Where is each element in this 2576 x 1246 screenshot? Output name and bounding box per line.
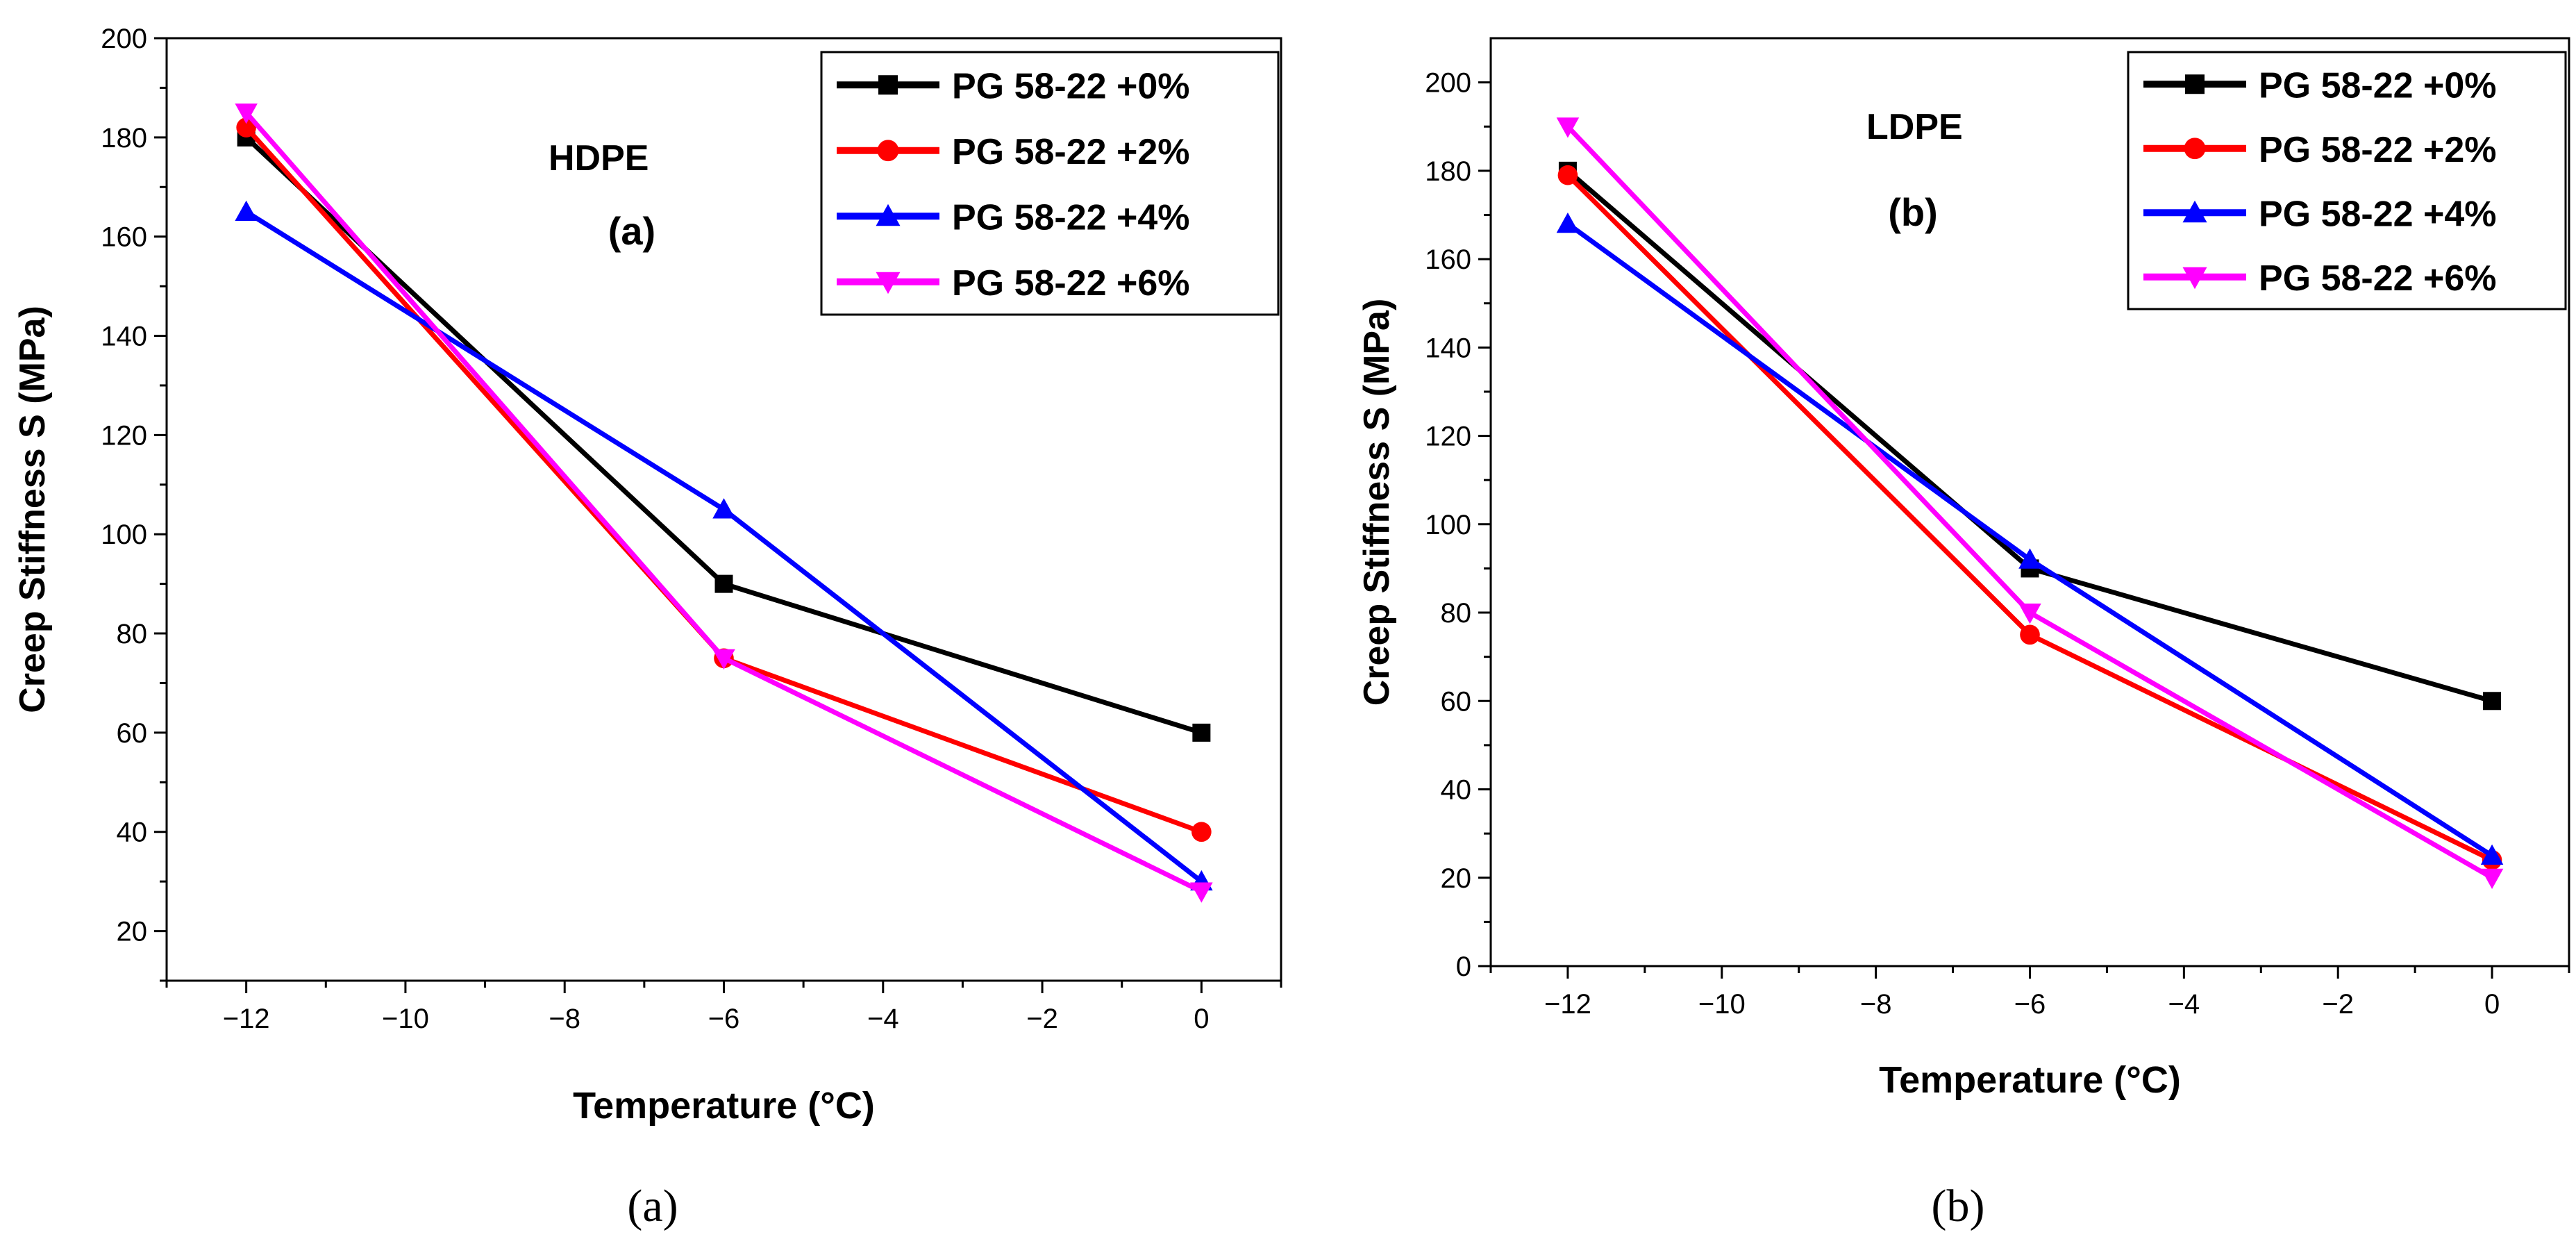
data-point xyxy=(1557,165,1578,185)
data-point xyxy=(236,117,256,138)
legend-swatch-marker xyxy=(877,140,899,162)
legend-swatch-marker xyxy=(876,272,901,294)
x-tick-label: −8 xyxy=(549,1004,580,1034)
figure-caption: (b) xyxy=(1932,1181,1985,1231)
data-point xyxy=(2018,548,2041,569)
x-tick-label: −2 xyxy=(2322,989,2354,1020)
x-tick-label: 0 xyxy=(1194,1004,1209,1034)
y-tick-label: 200 xyxy=(1425,68,1471,99)
y-tick-label: 20 xyxy=(1441,863,1472,894)
x-tick-label: −10 xyxy=(382,1004,429,1034)
x-tick-label: −2 xyxy=(1026,1004,1058,1034)
x-tick-label: −6 xyxy=(708,1004,740,1034)
legend-entry: PG 58-22 +6% xyxy=(2259,258,2497,299)
series-line xyxy=(1566,222,2493,858)
x-tick-label: −8 xyxy=(1860,989,1892,1020)
y-tick-label: 40 xyxy=(1441,775,1472,806)
y-tick-label: 140 xyxy=(101,322,147,352)
data-point xyxy=(2480,844,2504,865)
y-tick-label: 160 xyxy=(1425,244,1471,275)
y-tick-label: 80 xyxy=(1441,598,1472,629)
panel-label: (b) xyxy=(1888,190,1938,234)
x-axis-label: Temperature (°C) xyxy=(1879,1059,2181,1101)
data-point xyxy=(1192,723,1211,742)
panel-label: (a) xyxy=(608,209,655,253)
x-tick-label: −10 xyxy=(1698,989,1746,1020)
legend-swatch-marker xyxy=(878,75,898,95)
y-tick-label: 20 xyxy=(117,917,148,947)
legend-swatch-marker xyxy=(2182,200,2207,223)
legend-swatch-marker xyxy=(876,203,901,226)
legend-entry: PG 58-22 +2% xyxy=(2259,130,2497,170)
y-tick-label: 100 xyxy=(1425,510,1471,540)
y-axis-label: Creep Stiffness S (MPa) xyxy=(1357,299,1397,706)
data-point xyxy=(1190,882,1213,903)
x-tick-label: −12 xyxy=(1544,989,1591,1020)
legend-entry: PG 58-22 +4% xyxy=(952,197,1190,238)
data-point xyxy=(2020,624,2040,645)
x-tick-label: −6 xyxy=(2014,989,2046,1020)
y-tick-label: 0 xyxy=(1456,952,1471,982)
x-tick-label: −4 xyxy=(2168,989,2200,1020)
legend-swatch-marker xyxy=(2182,267,2207,290)
legend-swatch-marker xyxy=(2184,138,2206,160)
y-tick-label: 200 xyxy=(101,24,147,54)
y-tick-label: 100 xyxy=(101,520,147,550)
y-tick-label: 80 xyxy=(117,619,148,649)
x-tick-label: −4 xyxy=(867,1004,899,1034)
material-annotation: LDPE xyxy=(1866,107,1963,147)
y-tick-label: 140 xyxy=(1425,333,1471,363)
y-tick-label: 180 xyxy=(1425,156,1471,187)
data-point xyxy=(1556,212,1580,233)
y-tick-label: 160 xyxy=(101,222,147,253)
data-point xyxy=(2483,692,2502,711)
y-tick-label: 120 xyxy=(101,420,147,451)
x-tick-label: 0 xyxy=(2484,989,2500,1020)
x-axis-label: Temperature (°C) xyxy=(573,1085,875,1127)
chart-panel-a: −12 −10 −8 −6 −4 −2 0 20 40 60 80 100 120 140 160 180 20… xyxy=(12,24,1282,1231)
data-point xyxy=(1556,117,1580,138)
data-point xyxy=(235,200,258,221)
y-tick-label: 60 xyxy=(1441,686,1472,717)
data-point xyxy=(714,574,733,593)
data-point xyxy=(2018,604,2041,624)
legend-swatch-marker xyxy=(2185,74,2205,94)
data-point xyxy=(235,103,258,124)
data-point xyxy=(712,498,735,519)
figure-caption: (a) xyxy=(627,1181,678,1231)
legend-entry: PG 58-22 +0% xyxy=(2259,65,2497,106)
legend-entry: PG 58-22 +0% xyxy=(952,66,1190,106)
data-point xyxy=(1191,822,1212,842)
legend-entry: PG 58-22 +6% xyxy=(952,263,1190,304)
y-tick-label: 180 xyxy=(101,123,147,153)
legend-box xyxy=(820,51,1280,316)
legend-entry: PG 58-22 +2% xyxy=(952,132,1190,172)
legend-box xyxy=(2127,51,2567,310)
chart-panel-b: −12 −10 −8 −6 −4 −2 0 0 20 40 60 80 100 120 140 160 180 2… xyxy=(1357,37,2570,1231)
y-axis-label: Creep Stiffness S (MPa) xyxy=(12,306,53,713)
y-tick-label: 60 xyxy=(117,718,148,749)
material-annotation: HDPE xyxy=(549,138,649,178)
x-tick-label: −12 xyxy=(223,1004,270,1034)
legend-entry: PG 58-22 +4% xyxy=(2259,194,2497,234)
y-tick-label: 40 xyxy=(117,817,148,848)
data-point xyxy=(2480,868,2504,890)
y-tick-label: 120 xyxy=(1425,422,1471,452)
data-point xyxy=(712,649,735,670)
